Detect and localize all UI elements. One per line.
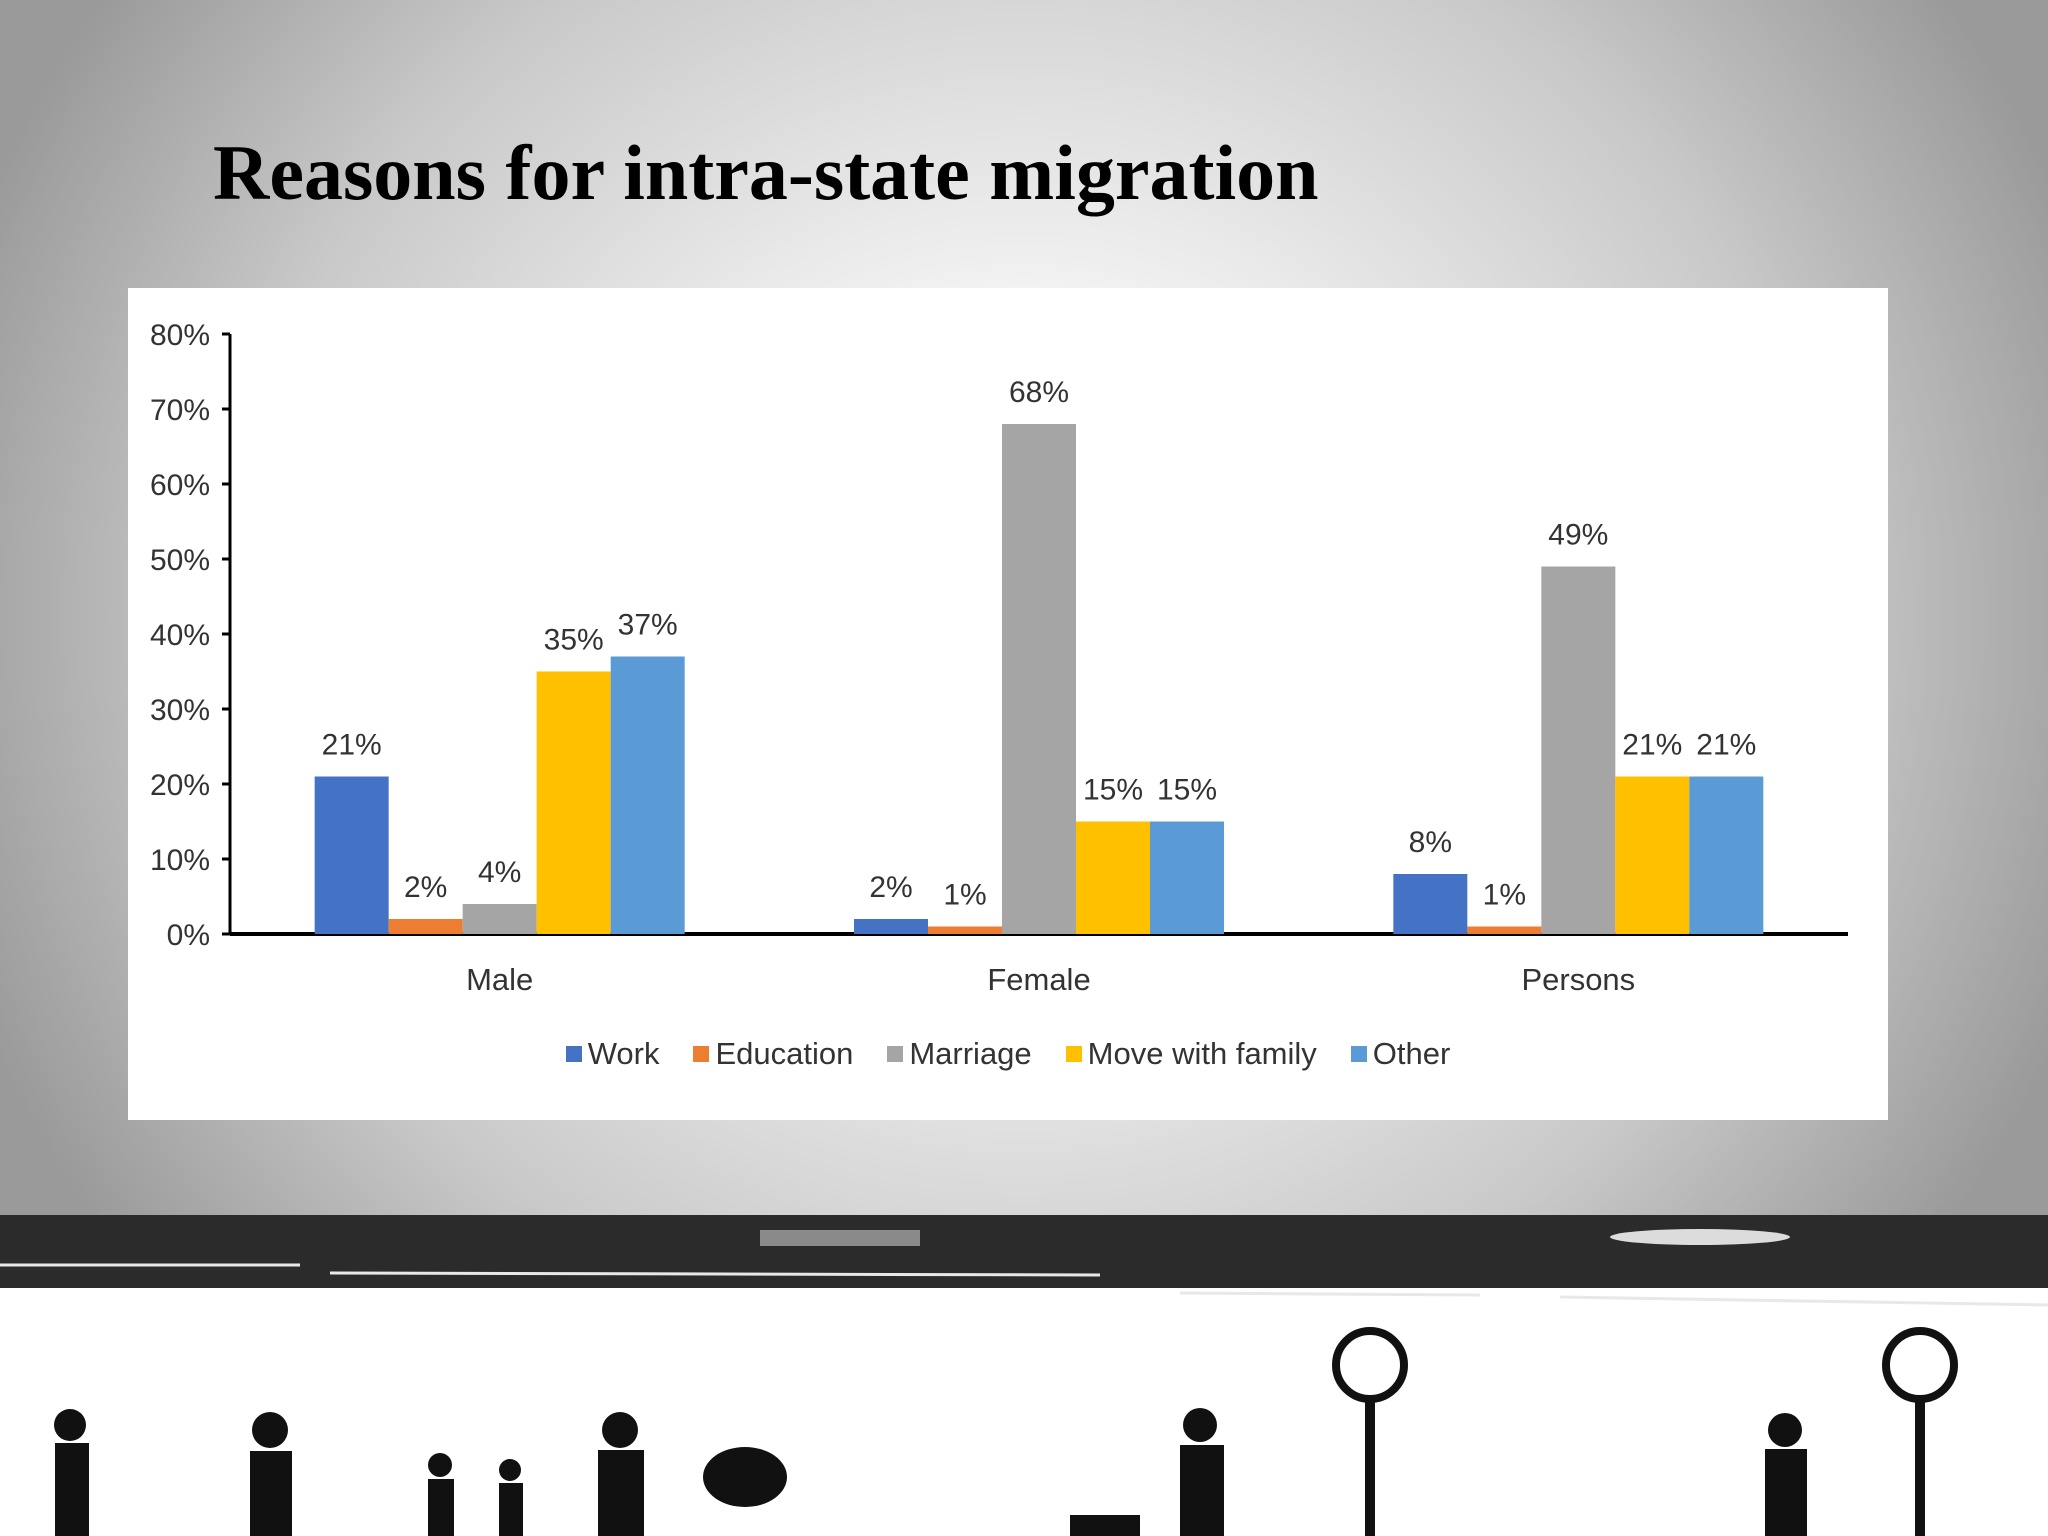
legend-item: Work (565, 1036, 660, 1072)
bar-move-with-family (1076, 821, 1150, 934)
data-label: 15% (1157, 774, 1217, 807)
x-category-label: Female (987, 962, 1090, 997)
legend-item: Marriage (887, 1036, 1032, 1072)
slide-title: Reasons for intra-state migration (213, 129, 1319, 216)
bar-chart: 0% 10% 20% 30% 40% 50% 60% 70% 80% 21% 2% 4% 35% 37%… (150, 319, 1848, 997)
data-label: 68% (1009, 376, 1069, 409)
legend-label: Work (587, 1036, 660, 1071)
y-tick-label: 40% (150, 619, 210, 652)
y-tick-label: 30% (150, 694, 210, 727)
chart-panel: 0% 10% 20% 30% 40% 50% 60% 70% 80% 21% 2% 4% 35% 37%… (128, 288, 1888, 1120)
data-label: 2% (404, 871, 447, 904)
legend-item: Education (693, 1036, 853, 1072)
y-tick-label: 80% (150, 319, 210, 352)
data-label: 21% (1622, 729, 1682, 762)
data-label: 49% (1548, 519, 1608, 552)
labels-layer: 21% 2% 4% 35% 37% Male 2% 1% 68% 15% 15% Female 8% 1%… (322, 376, 1757, 997)
legend-label: Move with family (1087, 1036, 1317, 1071)
y-tick-label: 50% (150, 544, 210, 577)
legend-swatch (1350, 1046, 1367, 1062)
legend-swatch (1065, 1046, 1082, 1062)
y-tick-label: 20% (150, 769, 210, 802)
y-tick-label: 0% (167, 919, 210, 952)
x-category-label: Male (466, 962, 533, 997)
bar-work (854, 919, 928, 934)
bar-marriage (462, 904, 537, 934)
bar-work (1393, 874, 1468, 934)
x-category-label: Persons (1521, 962, 1635, 997)
bars-layer (314, 424, 1764, 934)
data-label: 15% (1083, 774, 1143, 807)
bar-marriage (1002, 424, 1076, 934)
legend-label: Marriage (909, 1036, 1032, 1071)
legend-label: Other (1372, 1036, 1451, 1071)
data-label: 1% (943, 879, 986, 912)
bar-education (1467, 926, 1542, 934)
data-label: 35% (544, 624, 604, 657)
chart-legend: Work Education Marriage Move with family Oth… (128, 1036, 1888, 1072)
legend-label: Education (715, 1036, 854, 1071)
bar-education (928, 926, 1002, 934)
bar-education (388, 919, 463, 934)
y-tick-label: 10% (150, 844, 210, 877)
data-label: 4% (478, 856, 521, 889)
data-label: 8% (1409, 826, 1452, 859)
data-label: 2% (869, 871, 912, 904)
legend-swatch (565, 1046, 582, 1062)
bar-move-with-family (1615, 776, 1690, 934)
bar-marriage (1541, 566, 1616, 934)
data-label: 1% (1483, 879, 1526, 912)
bar-work (314, 776, 389, 934)
legend-swatch (887, 1046, 904, 1062)
bar-other (1150, 821, 1224, 934)
legend-item: Other (1350, 1036, 1451, 1072)
bar-other (610, 656, 685, 934)
y-tick-label: 70% (150, 394, 210, 427)
migration-silhouette-decoration (0, 1215, 2048, 1536)
data-label: 21% (322, 729, 382, 762)
legend-item: Move with family (1065, 1036, 1317, 1072)
bar-move-with-family (536, 671, 611, 934)
y-tick-label: 60% (150, 469, 210, 502)
data-label: 21% (1696, 729, 1756, 762)
legend-swatch (693, 1046, 710, 1062)
bar-other (1689, 776, 1764, 934)
data-label: 37% (618, 609, 678, 642)
